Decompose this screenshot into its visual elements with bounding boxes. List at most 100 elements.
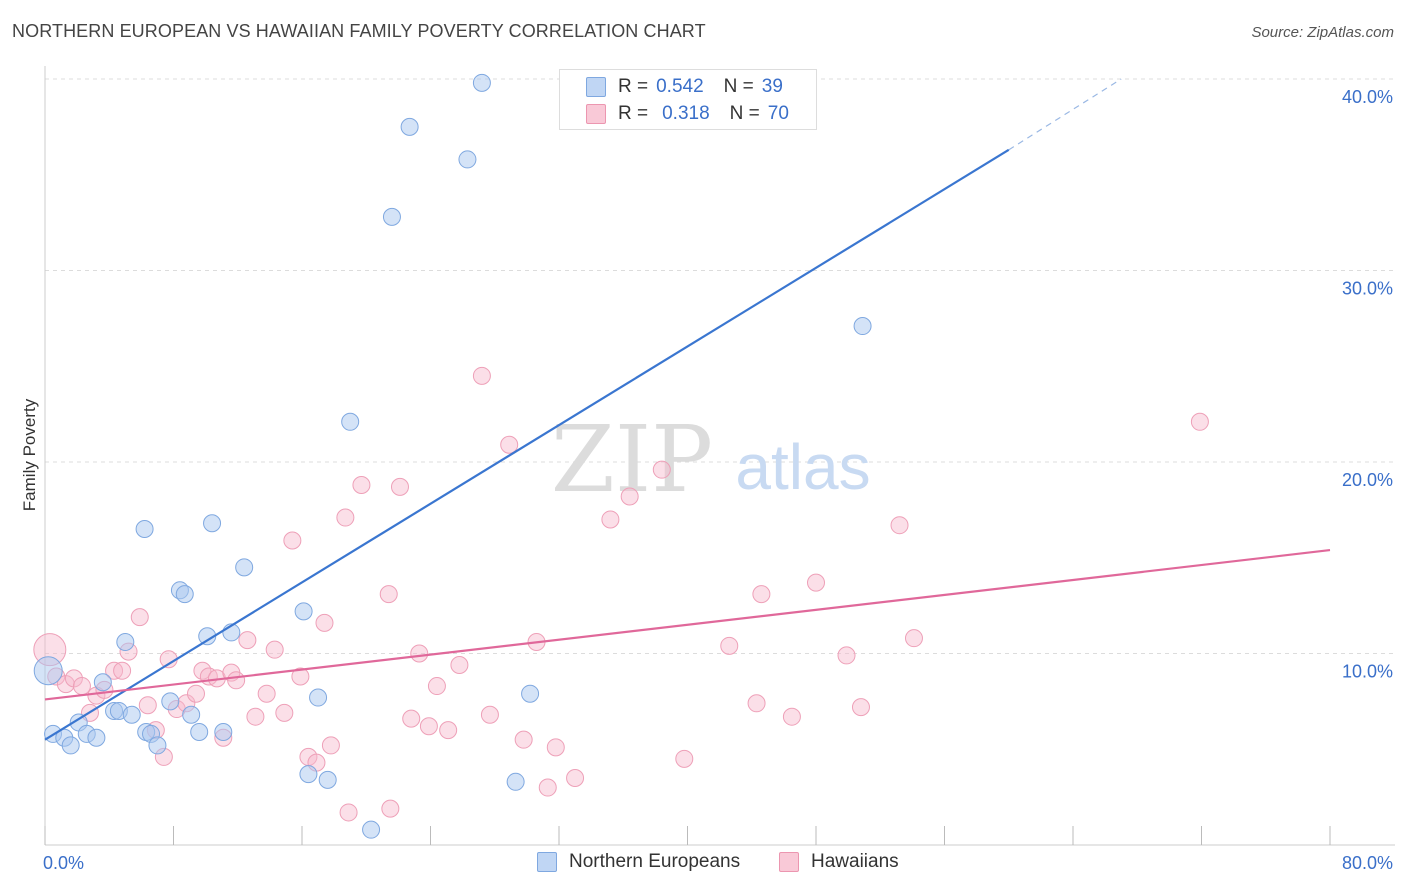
legend-r-label: R =	[618, 76, 649, 97]
northern-europeans-point	[175, 585, 194, 604]
hawaiians-point	[904, 629, 923, 648]
northern-europeans-point	[203, 514, 222, 533]
hawaiians-point	[601, 510, 620, 529]
northern-europeans-point	[235, 558, 254, 577]
hawaiians-point	[352, 475, 371, 494]
hawaiians-point	[752, 585, 771, 604]
hawaiians-point	[720, 636, 739, 655]
legend-swatch-blue	[586, 77, 606, 97]
legend-n-value: 39	[761, 76, 783, 97]
legend-item-northern-europeans[interactable]: Northern Europeans	[537, 851, 740, 873]
hawaiians-point	[291, 667, 310, 686]
hawaiians-point	[566, 768, 585, 787]
hawaiians-point	[837, 646, 856, 665]
hawaiians-point	[72, 677, 91, 696]
hawaiians-point	[265, 640, 284, 659]
hawaiians-point	[538, 778, 557, 797]
northern-europeans-point	[458, 150, 477, 169]
hawaiians-point	[402, 709, 421, 728]
legend-n-label: N =	[729, 103, 760, 124]
series-legend: Northern Europeans Hawaiians	[0, 851, 1406, 877]
legend-r-value: 0.542	[656, 76, 704, 97]
tick-labels: 10.0% 20.0% 30.0% 40.0% 0.0% 80.0%	[43, 87, 1393, 873]
legend-r-label: R =	[618, 103, 649, 124]
hawaiians-point	[890, 516, 909, 535]
y-tick-label: 40.0%	[1342, 87, 1393, 107]
hawaiians-point	[782, 707, 801, 726]
legend-n-value: 70	[767, 103, 789, 124]
watermark: ZIP atlas	[551, 406, 871, 513]
hawaiians-point	[246, 707, 265, 726]
trend-lines	[44, 78, 1331, 741]
northern-europeans-point	[148, 736, 167, 755]
hawaiians-point	[620, 487, 639, 506]
hawaiians-point	[321, 736, 340, 755]
hawaiians-point	[410, 644, 429, 663]
legend-swatch-pink	[779, 852, 799, 872]
hawaiians-point	[807, 573, 825, 592]
watermark-zip: ZIP	[551, 406, 713, 513]
hawaiians-point	[238, 631, 257, 650]
hawaiians-point	[1190, 412, 1209, 431]
northern-europeans-point	[93, 673, 112, 692]
chart-title: NORTHERN EUROPEAN VS HAWAIIAN FAMILY POV…	[12, 21, 706, 41]
hawaiians-point	[283, 531, 302, 550]
northern-europeans-point	[362, 820, 381, 839]
legend-item-hawaiians[interactable]: Hawaiians	[779, 851, 899, 873]
hawaiians-point	[315, 613, 334, 632]
northern-europeans-point	[299, 765, 318, 784]
legend-swatch-pink	[586, 104, 606, 124]
x-tick-label: 0.0%	[43, 853, 84, 873]
northern-europeans-point	[318, 770, 337, 789]
axes	[44, 66, 1395, 846]
northern-europeans-point	[122, 705, 141, 724]
hawaiians-point	[450, 655, 469, 674]
northern-europeans-point	[400, 117, 419, 136]
northern-europeans-point	[182, 705, 201, 724]
hawaiians-point	[851, 698, 870, 717]
northern-europeans-point	[190, 723, 209, 742]
hawaiians-point	[675, 749, 694, 768]
correlation-legend: R = 0.542 N = 39 R = 0.318 N = 70	[559, 69, 817, 130]
hawaiians-point	[130, 608, 149, 627]
northern-europeans-point	[214, 723, 233, 742]
northern-europeans-point	[87, 728, 106, 747]
legend-row-northern-europeans: R = 0.542 N = 39	[586, 74, 783, 100]
y-tick-label: 30.0%	[1342, 279, 1393, 299]
legend-label: Hawaiians	[811, 851, 899, 872]
source-label: Source: ZipAtlas.com	[1251, 24, 1394, 41]
northern-europeans-point	[161, 692, 180, 711]
hawaiians-point	[379, 585, 398, 604]
northern-europeans-point	[506, 772, 525, 791]
legend-row-hawaiians: R = 0.318 N = 70	[586, 101, 789, 127]
northern-europeans-trend-extension	[1008, 78, 1122, 151]
legend-swatch-blue	[537, 852, 557, 872]
hawaiians-point	[500, 435, 519, 454]
hawaiians-point	[227, 671, 246, 690]
hawaiians-point	[257, 684, 276, 703]
northern-europeans-point	[309, 688, 328, 707]
x-tick-label: 80.0%	[1342, 853, 1393, 873]
hawaiians-point	[472, 366, 491, 385]
northern-europeans-point	[135, 520, 154, 539]
hawaiians-point	[747, 694, 766, 713]
hawaiians-point	[390, 477, 409, 496]
hawaiians-point	[138, 696, 157, 715]
hawaiians-point	[113, 661, 132, 680]
northern-europeans-trend-line	[44, 148, 1010, 741]
hawaiians-point	[336, 508, 355, 527]
northern-europeans-point	[294, 602, 313, 621]
watermark-atlas: atlas	[735, 431, 870, 503]
northern-europeans-point	[472, 73, 491, 92]
northern-europeans-point	[853, 317, 872, 336]
legend-r-value: 0.318	[662, 103, 710, 124]
hawaiians-point	[339, 803, 358, 822]
hawaiians-point	[652, 460, 671, 479]
legend-label: Northern Europeans	[569, 851, 741, 872]
hawaiians-trend-line	[44, 548, 1331, 701]
hawaiians-point	[419, 717, 438, 736]
hawaiians-point	[480, 705, 499, 724]
northern-europeans-point	[521, 684, 540, 703]
northern-europeans-point	[33, 656, 63, 686]
legend-n-label: N =	[723, 76, 754, 97]
